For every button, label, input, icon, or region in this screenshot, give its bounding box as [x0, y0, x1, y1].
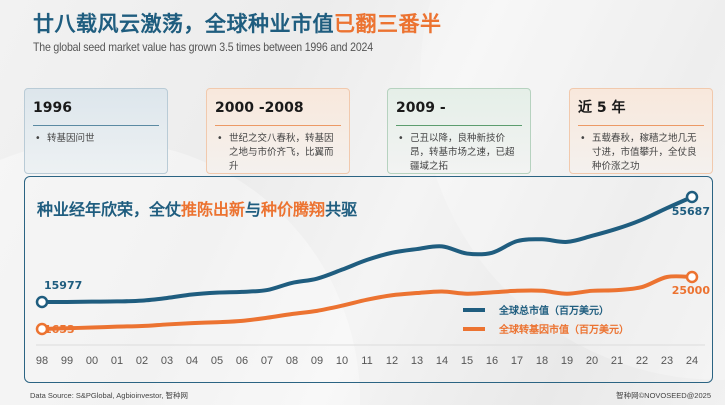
x-tick-label: 03 [161, 355, 173, 367]
gm-market-line [40, 274, 694, 331]
data-source: Data Source: S&PGlobal, Agbioinvestor, 智… [30, 391, 188, 400]
legend: 全球总市值（百万美元） 全球转基因市值（百万美元） [463, 304, 629, 336]
heading-part: 共驱 [325, 200, 358, 219]
heading-highlight: 种价腾翔 [261, 200, 326, 219]
total-market-line [40, 195, 694, 304]
endpoint-marker [685, 270, 699, 284]
x-tick-label: 04 [186, 355, 198, 367]
x-tick-label: 16 [486, 355, 498, 367]
x-tick-label: 05 [211, 355, 223, 367]
chart-frame [24, 176, 713, 383]
page-subtitle: The global seed market value has grown 3… [33, 40, 373, 54]
card-divider [33, 125, 159, 126]
timeline-card-1996: 1996 转基因问世 [24, 88, 168, 174]
card-divider [215, 125, 341, 126]
heading-part: 与 [245, 200, 262, 219]
x-tick-label: 02 [136, 355, 148, 367]
endpoint-marker [35, 295, 49, 309]
x-tick-label: 07 [261, 355, 273, 367]
x-tick-label: 20 [586, 355, 598, 367]
card-title: 2009 - [396, 100, 446, 116]
x-tick-label: 18 [536, 355, 548, 367]
total-end-label: 55687 [672, 205, 710, 218]
x-tick-label: 17 [511, 355, 523, 367]
timeline-card-recent-5-years: 近 5 年 五载春秋，稼穑之地几无寸进，市值攀升，全仗良种价涨之功 [569, 88, 713, 174]
x-tick-label: 13 [411, 355, 423, 367]
title-highlight: 已翻三番半 [334, 12, 442, 36]
heading-highlight: 推陈出新 [181, 200, 246, 219]
x-tick-label: 99 [61, 355, 73, 367]
x-tick-label: 08 [286, 355, 298, 367]
card-text: 世纪之交八春秋，转基因之地与市价齐飞，比翼而升 [215, 132, 341, 174]
endpoint-marker [35, 322, 49, 336]
copyright: 智种网©NOVOSEED@2025 [616, 391, 711, 400]
heading-part: 种业经年欣荣，全仗 [37, 200, 182, 219]
total-start-label: 15977 [44, 279, 82, 292]
x-tick-label: 00 [86, 355, 98, 367]
x-tick-label: 14 [436, 355, 448, 367]
x-tick-label: 23 [661, 355, 673, 367]
gm-end-label: 25000 [672, 284, 711, 297]
card-title: 2000 -2008 [215, 100, 304, 116]
x-tick-label: 10 [336, 355, 348, 367]
x-tick-label: 09 [311, 355, 323, 367]
card-divider [578, 125, 704, 126]
gm-start-label: 1653 [44, 323, 75, 336]
legend-gm-label: 全球转基因市值（百万美元） [498, 323, 629, 336]
x-tick-label: 06 [236, 355, 248, 367]
timeline-card-2009: 2009 - 己丑以降，良种新技价昂，转基市场之速，已超疆域之拓 [387, 88, 531, 174]
card-divider [396, 125, 522, 126]
x-tick-label: 12 [386, 355, 398, 367]
card-text: 己丑以降，良种新技价昂，转基市场之速，已超疆域之拓 [396, 132, 522, 174]
x-tick-label: 98 [36, 355, 48, 367]
endpoint-markers [35, 190, 699, 336]
x-tick-label: 01 [111, 355, 123, 367]
page-title: 廿八载风云激荡，全球种业市值已翻三番半 [33, 8, 442, 38]
x-tick-label: 22 [636, 355, 648, 367]
card-text: 转基因问世 [33, 132, 159, 146]
chart-heading: 种业经年欣荣，全仗推陈出新与种价腾翔共驱 [37, 196, 357, 220]
card-title: 近 5 年 [578, 100, 626, 116]
card-title: 1996 [33, 100, 72, 116]
x-tick-label: 11 [361, 355, 372, 367]
timeline-card-2000-2008: 2000 -2008 世纪之交八春秋，转基因之地与市价齐飞，比翼而升 [206, 88, 350, 174]
x-tick-label: 15 [461, 355, 473, 367]
x-tick-label: 21 [611, 355, 623, 367]
x-tick-label: 19 [561, 355, 573, 367]
x-axis-labels: 98 99 00 01 02 03 04 05 06 07 08 09 10 11 12 13 14 15 16 17… [36, 355, 698, 367]
x-tick-label: 24 [686, 355, 698, 367]
card-text: 五载春秋，稼穑之地几无寸进，市值攀升，全仗良种价涨之功 [578, 132, 704, 174]
endpoint-marker [685, 190, 699, 204]
legend-total-label: 全球总市值（百万美元） [498, 304, 609, 317]
title-main: 廿八载风云激荡，全球种业市值 [33, 12, 334, 36]
